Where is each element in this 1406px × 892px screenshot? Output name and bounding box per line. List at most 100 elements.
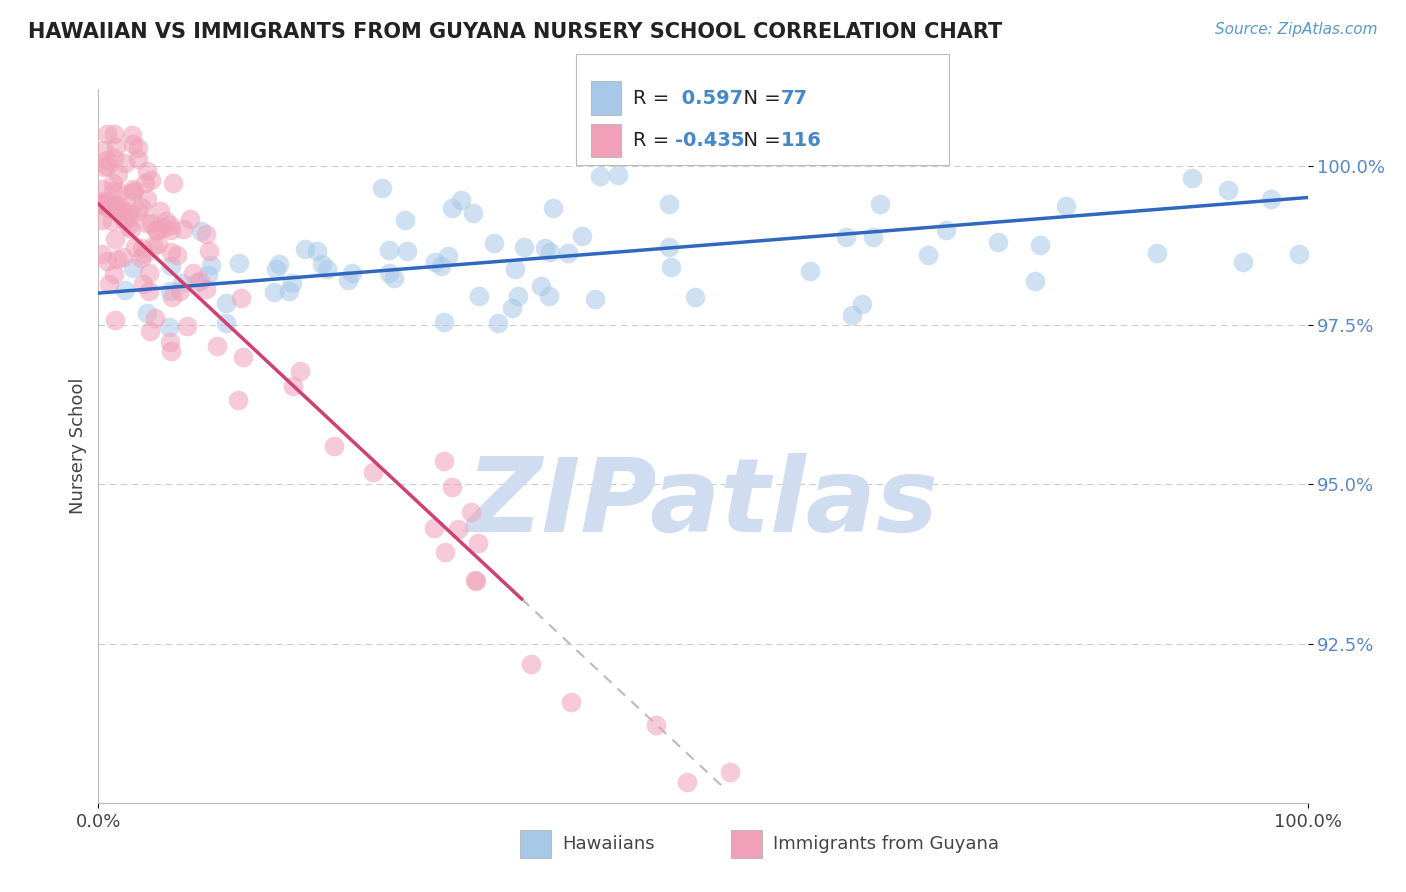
Point	[607, 168, 630, 182]
Point	[232, 350, 254, 364]
Text: N =: N =	[731, 131, 787, 150]
Point	[467, 536, 489, 550]
Point	[1024, 274, 1046, 288]
Point	[108, 186, 131, 200]
Text: 0.597: 0.597	[675, 88, 742, 108]
Point	[117, 219, 139, 233]
Point	[281, 276, 304, 290]
Point	[530, 278, 553, 293]
Point	[645, 718, 668, 732]
Point	[127, 153, 149, 167]
Point	[935, 223, 957, 237]
Point	[93, 194, 115, 209]
Point	[288, 364, 311, 378]
Point	[138, 284, 160, 298]
Point	[323, 439, 346, 453]
Point	[433, 315, 456, 329]
Point	[215, 317, 238, 331]
Point	[519, 657, 541, 671]
Point	[122, 181, 145, 195]
Point	[460, 505, 482, 519]
Point	[120, 222, 142, 236]
Point	[917, 248, 939, 262]
Point	[179, 211, 201, 226]
Point	[131, 277, 153, 291]
Point	[685, 290, 707, 304]
Point	[768, 828, 790, 842]
Point	[482, 235, 505, 250]
Point	[159, 285, 181, 299]
Point	[464, 573, 486, 587]
Point	[267, 257, 290, 271]
Point	[145, 223, 167, 237]
Point	[311, 257, 333, 271]
Point	[97, 277, 120, 292]
Point	[207, 339, 229, 353]
Point	[122, 185, 145, 199]
Point	[122, 261, 145, 276]
Point	[162, 176, 184, 190]
Point	[117, 211, 139, 225]
Point	[512, 240, 534, 254]
Point	[437, 249, 460, 263]
Point	[136, 305, 159, 319]
Point	[149, 203, 172, 218]
Point	[159, 223, 181, 237]
Point	[441, 201, 464, 215]
Point	[361, 465, 384, 479]
Point	[799, 264, 821, 278]
Point	[91, 212, 114, 227]
Text: R =: R =	[633, 131, 675, 150]
Point	[1232, 255, 1254, 269]
Point	[228, 393, 250, 408]
Point	[131, 251, 153, 265]
Point	[658, 197, 681, 211]
Point	[142, 238, 165, 252]
Text: Immigrants from Guyana: Immigrants from Guyana	[773, 835, 1000, 853]
Point	[609, 818, 631, 832]
Point	[162, 290, 184, 304]
Point	[169, 284, 191, 298]
Point	[181, 266, 204, 280]
Point	[93, 160, 115, 174]
Text: -0.435: -0.435	[675, 131, 744, 150]
Point	[571, 228, 593, 243]
Point	[155, 214, 177, 228]
Point	[120, 204, 142, 219]
Point	[132, 247, 155, 261]
Point	[96, 153, 118, 167]
Point	[1260, 193, 1282, 207]
Point	[172, 221, 194, 235]
Text: Hawaiians: Hawaiians	[562, 835, 655, 853]
Point	[557, 246, 579, 260]
Point	[110, 200, 132, 214]
Point	[537, 289, 560, 303]
Point	[315, 262, 337, 277]
Point	[101, 176, 124, 190]
Point	[461, 206, 484, 220]
Point	[834, 229, 856, 244]
Point	[277, 284, 299, 298]
Point	[841, 308, 863, 322]
Point	[160, 343, 183, 358]
Point	[228, 256, 250, 270]
Text: 77: 77	[780, 88, 807, 108]
Point	[103, 184, 125, 198]
Point	[152, 221, 174, 235]
Point	[434, 545, 457, 559]
Point	[676, 775, 699, 789]
Point	[135, 192, 157, 206]
Point	[190, 274, 212, 288]
Point	[103, 151, 125, 165]
Point	[103, 232, 125, 246]
Point	[229, 291, 252, 305]
Point	[501, 301, 523, 315]
Point	[747, 828, 769, 842]
Point	[134, 176, 156, 190]
Point	[139, 324, 162, 338]
Point	[139, 173, 162, 187]
Point	[160, 259, 183, 273]
Point	[337, 273, 360, 287]
Point	[111, 250, 134, 264]
Point	[186, 275, 208, 289]
